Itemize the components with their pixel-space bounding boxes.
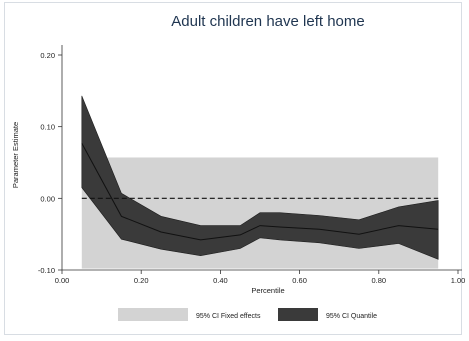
x-tick-label: 0.20 xyxy=(134,276,149,285)
x-axis-ticks: 0.00 0.20 0.40 0.60 0.80 1.00 xyxy=(55,270,466,285)
quantile-estimate-line xyxy=(81,142,439,241)
x-axis-label: Percentile xyxy=(251,286,284,295)
x-tick-label: 0.40 xyxy=(213,276,228,285)
y-tick-label: 0.20 xyxy=(40,51,55,60)
y-tick-label: 0.00 xyxy=(40,194,55,203)
x-tick-label: 0.60 xyxy=(292,276,307,285)
legend-label-fixed-effects: 95% CI Fixed effects xyxy=(196,313,261,320)
quantile-ci-band xyxy=(81,95,439,260)
y-tick-label: 0.10 xyxy=(40,123,55,132)
x-tick-label: 1.00 xyxy=(451,276,466,285)
y-axis-label: Parameter Estimate xyxy=(11,122,20,188)
x-tick-label: 0.80 xyxy=(371,276,386,285)
x-tick-label: 0.00 xyxy=(55,276,70,285)
legend-label-quantile: 95% CI Quantile xyxy=(326,313,377,320)
plot-area xyxy=(81,95,439,269)
legend-swatch-quantile xyxy=(278,308,318,321)
legend: 95% CI Fixed effects 95% CI Quantile xyxy=(118,308,377,321)
y-tick-label: -0.10 xyxy=(38,266,55,275)
legend-swatch-fixed-effects xyxy=(118,308,188,321)
chart-title: Adult children have left home xyxy=(171,13,364,30)
y-axis-ticks: -0.10 0.00 0.10 0.20 xyxy=(38,51,62,275)
